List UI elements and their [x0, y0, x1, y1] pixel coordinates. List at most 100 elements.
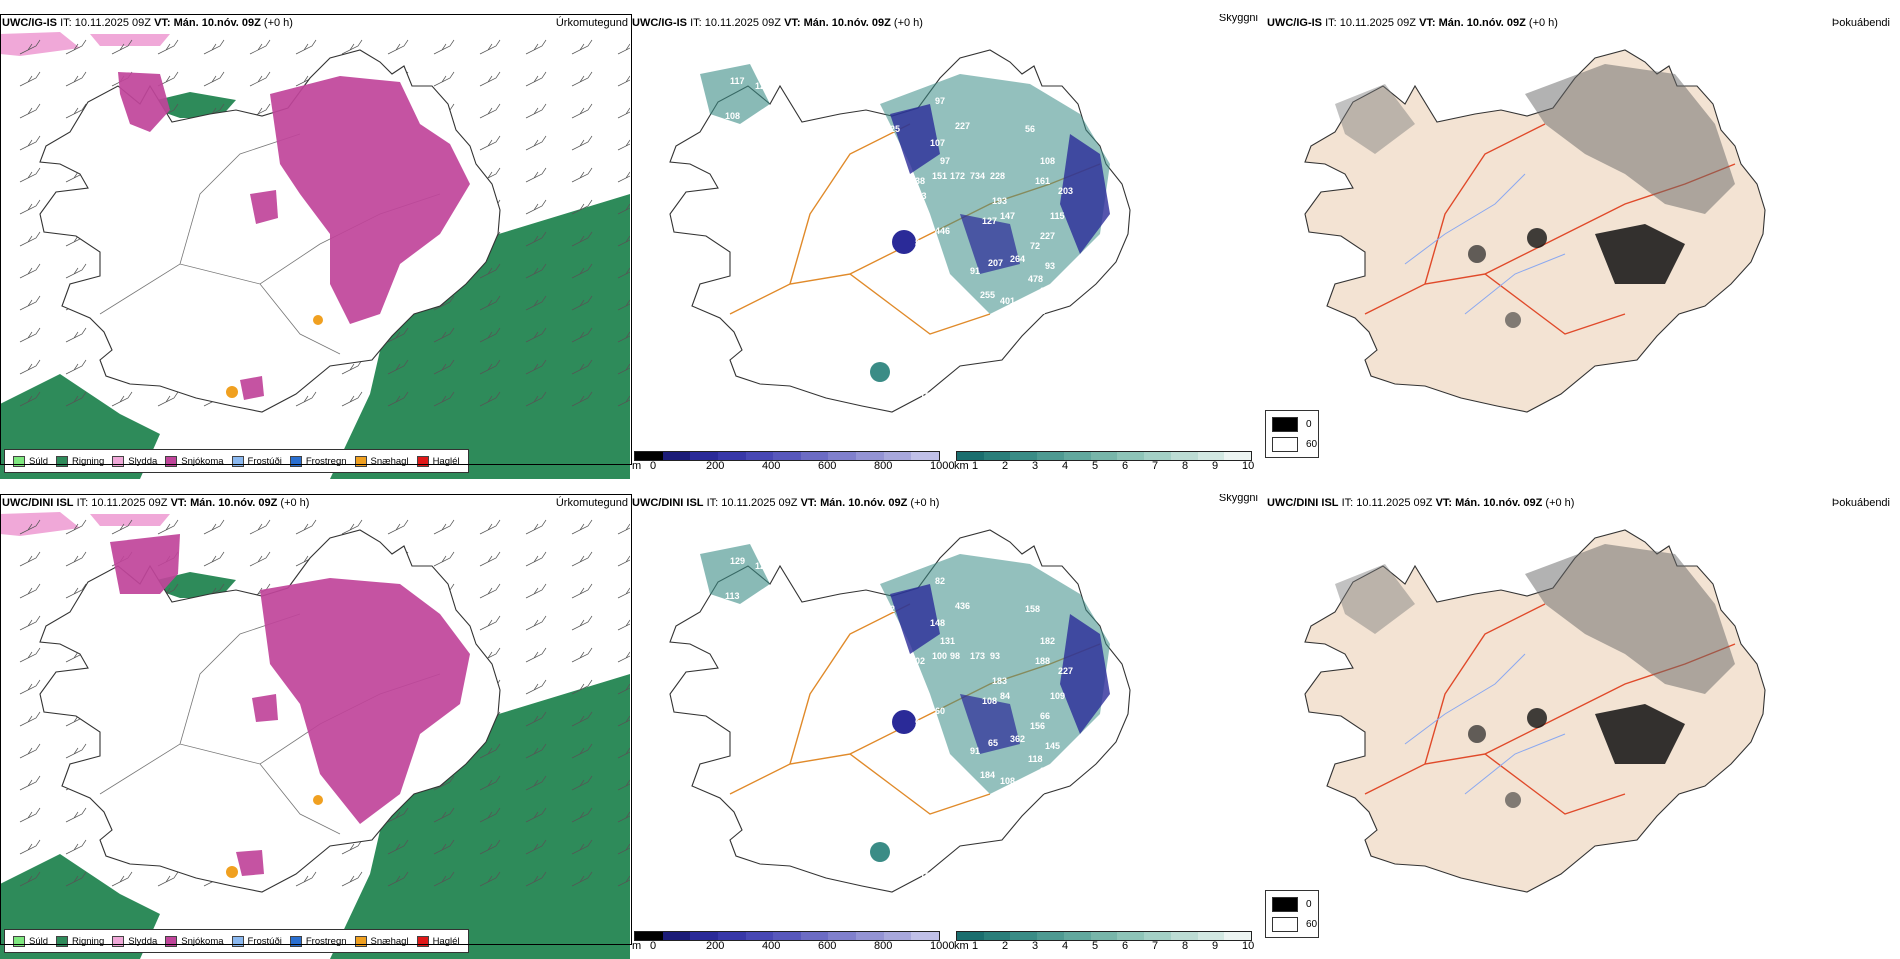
precip-value-label: 115: [1050, 211, 1065, 221]
precip-value-label: 93: [1045, 261, 1055, 271]
colorbar-step: [1037, 932, 1064, 940]
panel-visibility-row1: UWC/IG-IS IT: 10.11.2025 09Z VT: Mán. 10…: [630, 14, 1260, 479]
wind-barb: [617, 747, 630, 759]
precip-value-label: 84: [1000, 691, 1010, 701]
legend-swatch: [289, 935, 302, 947]
wind-barb: [617, 875, 630, 887]
precip-value-label: 97: [940, 156, 950, 166]
wind-barb: [571, 231, 593, 247]
precip-value-label: 228: [990, 171, 1005, 181]
hail-spot: [226, 866, 238, 878]
precip-value-label: 193: [992, 196, 1007, 206]
precip-value-label: 161: [1035, 176, 1050, 186]
wind-barb: [525, 391, 547, 407]
legend-item: Slydda: [112, 455, 157, 467]
visibility-m-tick: 800: [874, 940, 893, 952]
visibility-km-tick: 3: [1032, 940, 1039, 952]
wind-barb: [479, 391, 501, 407]
legend-label: Súld: [29, 455, 49, 467]
legend-label: Snjókoma: [181, 935, 224, 947]
precip-value-label: 264: [1010, 254, 1025, 264]
visibility-m-unit: m: [632, 460, 642, 472]
wind-barb: [19, 679, 41, 695]
wind-barb: [295, 39, 317, 55]
legend-item: Súld: [13, 935, 48, 947]
wind-barb: [479, 807, 501, 823]
wind-barb: [157, 871, 179, 887]
fog-legend: 0 60: [1265, 890, 1319, 938]
wind-barb: [249, 39, 271, 55]
precip-value-label: 398: [916, 351, 931, 361]
wind-barb: [65, 839, 87, 855]
wind-barb: [19, 263, 41, 279]
wind-barb: [111, 871, 133, 887]
precip-legend: Súld Rigning Slydda Snjókoma Frostúði Frostre…: [4, 449, 469, 473]
wind-barb: [617, 651, 630, 663]
precip-value-label: 227: [1040, 231, 1055, 241]
colorbar-step: [717, 452, 746, 460]
wind-barb: [387, 327, 409, 343]
wind-barb: [571, 199, 593, 215]
wind-barb: [617, 587, 630, 599]
panel-visibility-row2: UWC/DINI ISL IT: 10.11.2025 09Z VT: Mán.…: [630, 494, 1260, 959]
wind-barb: [617, 683, 630, 695]
visibility-m-tick: 200: [706, 460, 725, 472]
fog-area: [1468, 725, 1486, 743]
panel-fog-row1: UWC/IG-IS IT: 10.11.2025 09Z VT: Mán. 10…: [1265, 14, 1895, 479]
wind-barb: [571, 71, 593, 87]
fog-legend: 0 60: [1265, 410, 1319, 458]
wind-barb: [65, 807, 87, 823]
precip-value-label: 108: [725, 111, 740, 121]
precip-value-label: 138: [910, 176, 925, 186]
panel-title: Skyggni: [1218, 494, 1258, 504]
fog-area: [1527, 708, 1547, 728]
legend-item: Snjókoma: [165, 935, 224, 947]
precip-value-label: 172: [950, 171, 965, 181]
precip-value-label: 734: [970, 171, 985, 181]
fog-area: [1505, 792, 1521, 808]
wind-barb: [525, 359, 547, 375]
panel-fog-row2: UWC/DINI ISL IT: 10.11.2025 09Z VT: Mán.…: [1265, 494, 1895, 959]
visibility-km-tick: 7: [1152, 460, 1159, 472]
wind-barb: [617, 779, 630, 791]
wind-barb: [617, 811, 630, 823]
visibility-m-tick: 1000: [930, 460, 955, 472]
colorbar-step: [828, 932, 857, 940]
colorbar-step: [1117, 932, 1145, 940]
precip-value-label: 147: [1000, 211, 1015, 221]
visibility-m-bar: [634, 451, 940, 461]
precip-value-label: 93: [990, 651, 1000, 661]
wind-barb: [479, 519, 501, 535]
visibility-km-tick: 5: [1092, 940, 1099, 952]
visibility-area: [870, 842, 890, 862]
wind-barb: [525, 199, 547, 215]
colorbar-step: [1037, 452, 1064, 460]
precip-value-label: 100: [932, 651, 947, 661]
colorbar-step: [773, 452, 801, 460]
visibility-m-tick: 1000: [930, 940, 955, 952]
wind-barb: [65, 103, 87, 119]
precip-value-label: 111: [1030, 786, 1044, 796]
wind-barb: [617, 395, 630, 407]
wind-barb: [433, 519, 455, 535]
legend-swatch: [112, 455, 125, 467]
fog-legend-label: 60: [1306, 919, 1318, 930]
visibility-area: [700, 64, 770, 124]
colorbar-step: [1010, 452, 1038, 460]
wind-barb: [19, 775, 41, 791]
low-visibility-area: [1060, 614, 1110, 734]
colorbar-step: [983, 452, 1011, 460]
wind-barb: [571, 583, 593, 599]
wind-barb: [19, 551, 41, 567]
visibility-m-bar: [634, 931, 940, 941]
wind-barb: [433, 359, 455, 375]
precip-map: [0, 512, 630, 959]
precip-value-label: 255: [980, 290, 995, 300]
wind-barb: [571, 551, 593, 567]
colorbar-step: [1063, 452, 1091, 460]
colorbar-step: [1197, 452, 1225, 460]
visibility-km-bar: [956, 931, 1252, 941]
precip-value-label: 188: [1035, 656, 1050, 666]
wind-barb: [65, 519, 87, 535]
wind-barb: [479, 583, 501, 599]
